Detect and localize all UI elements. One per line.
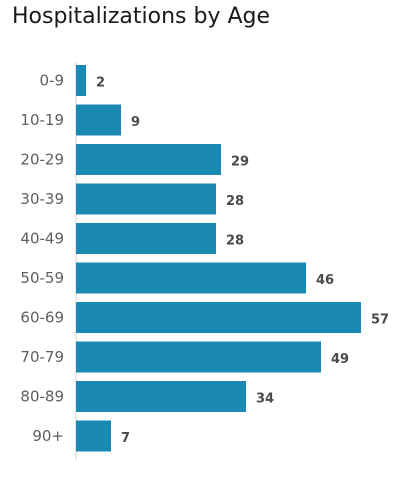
bar-0-9	[76, 65, 86, 96]
value-label: 34	[256, 392, 274, 407]
category-label: 80-89	[20, 388, 64, 406]
value-label: 7	[121, 431, 130, 446]
category-label: 0-9	[40, 72, 65, 90]
category-label: 10-19	[20, 111, 64, 129]
value-label: 28	[226, 194, 244, 209]
bar-50-59	[76, 262, 306, 294]
value-label: 46	[316, 273, 334, 288]
bar-30-39	[76, 183, 216, 215]
value-label: 2	[96, 76, 105, 91]
bar-90+	[76, 420, 111, 452]
chart-title: Hospitalizations by Age	[12, 4, 271, 29]
value-label: 29	[231, 155, 249, 170]
bars-group: 0-9 2 10-19 9 20-29 29 30-39 28 40-49 28 50-59 46 60…	[20, 65, 389, 452]
bar-20-29	[76, 144, 221, 175]
category-label: 50-59	[20, 269, 64, 287]
category-label: 70-79	[20, 348, 64, 366]
bar-40-49	[76, 223, 216, 254]
bar-60-69	[76, 302, 361, 333]
bar-70-79	[76, 341, 321, 373]
category-label: 30-39	[20, 190, 64, 208]
value-label: 9	[131, 115, 140, 130]
category-label: 90+	[32, 427, 64, 445]
category-label: 40-49	[20, 230, 64, 248]
category-label: 20-29	[20, 151, 64, 169]
value-label: 28	[226, 234, 244, 249]
value-label: 49	[331, 352, 349, 367]
category-label: 60-69	[20, 309, 64, 327]
bar-80-89	[76, 381, 246, 412]
value-label: 57	[371, 313, 389, 328]
bar-10-19	[76, 104, 121, 136]
